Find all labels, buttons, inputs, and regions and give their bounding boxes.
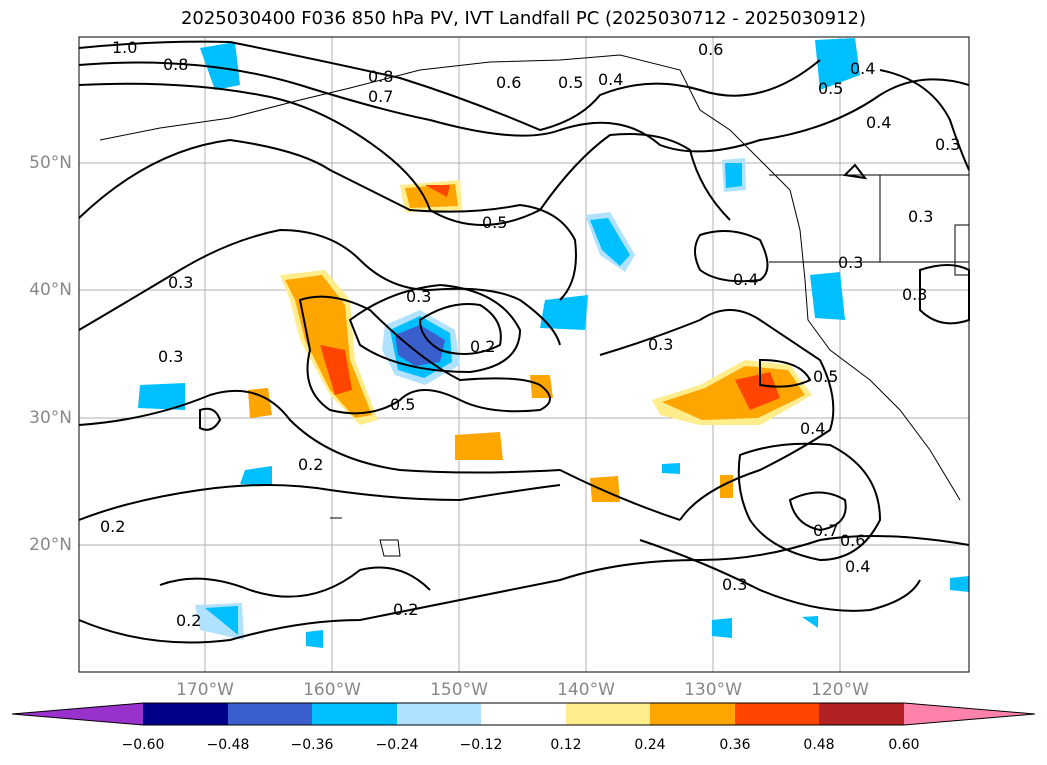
pv-negative-region (662, 463, 680, 474)
colorbar-extend-right (904, 703, 1035, 725)
colorbar-segment (228, 703, 312, 725)
pv-negative-region (138, 383, 185, 410)
colorbar-outline (11, 702, 1036, 726)
lon-tick-label: 150°W (430, 680, 488, 700)
map-area: 1.0 0.8 0.8 0.7 0.6 0.5 0.4 0.6 0.4 0.5 … (78, 36, 970, 673)
pv-positive-region (248, 388, 272, 418)
pv-negative-region (950, 576, 969, 592)
pv-positive-region (455, 432, 503, 460)
contour-label: 0.5 (482, 213, 507, 232)
contour-label: 0.6 (496, 73, 521, 92)
contour-label: 0.6 (698, 40, 723, 59)
contour-label: 0.4 (850, 59, 875, 78)
contour-label: 0.3 (722, 575, 747, 594)
colorbar-segment (143, 703, 228, 725)
colorbar-tick-label: 0.12 (550, 737, 582, 753)
lat-tick-label: 30°N (29, 408, 72, 428)
pv-negative-region (205, 606, 238, 635)
colorbar-segment (566, 703, 650, 725)
pv-positive-region (590, 476, 620, 502)
ivt-contours (78, 40, 970, 644)
pv-positive-region (720, 475, 733, 498)
contour-label: 0.3 (902, 285, 927, 304)
pv-negative-region (395, 325, 445, 366)
contour-label: 0.3 (648, 335, 673, 354)
pv-negative-region (810, 272, 845, 320)
pv-positive-region (425, 185, 450, 197)
contour-label: 0.4 (733, 270, 758, 289)
contour-label: 0.2 (100, 517, 125, 536)
lon-tick-label: 160°W (303, 680, 361, 700)
colorbar-tick-label: 0.24 (634, 737, 666, 753)
contour-label-group: 1.0 0.8 0.8 0.7 0.6 0.5 0.4 0.6 0.4 0.5 … (100, 38, 960, 630)
contour-label: 0.2 (393, 600, 418, 619)
coastlines (99, 54, 970, 557)
colorbar (11, 702, 1036, 726)
contour-label: 0.2 (176, 611, 201, 630)
contour-label: 0.5 (390, 395, 415, 414)
contour-label: 0.5 (558, 73, 583, 92)
contour-label: 0.8 (163, 55, 188, 74)
contour-label: 0.5 (818, 79, 843, 98)
contour-label: 0.3 (158, 347, 183, 366)
pv-negative-region (725, 163, 742, 188)
pv-positive-region (320, 345, 352, 395)
contour-label: 0.3 (908, 207, 933, 226)
contour-label: 0.3 (406, 287, 431, 306)
contour-label: 0.3 (838, 253, 863, 272)
contour-label: 0.6 (840, 531, 865, 550)
lon-tick-label: 120°W (811, 680, 869, 700)
pv-negative-region (802, 616, 818, 628)
contour-label: 0.4 (845, 557, 870, 576)
colorbar-tick-label: −0.24 (375, 737, 419, 753)
contour-label: 0.4 (866, 113, 891, 132)
colorbar-tick-label: 0.60 (888, 737, 920, 753)
contour-label: 0.3 (935, 135, 960, 154)
contour-label: 0.4 (598, 70, 623, 89)
pv-negative-region (200, 42, 240, 90)
colorbar-tick-label: −0.36 (290, 737, 334, 753)
pv-negative-region (712, 618, 732, 638)
pv-positive-region (735, 372, 780, 410)
colorbar-extend-left (12, 703, 143, 725)
map-title: 2025030400 F036 850 hPa PV, IVT Landfall… (180, 8, 867, 29)
colorbar-tick-label: 0.36 (719, 737, 751, 753)
colorbar-segment (312, 703, 397, 725)
lon-tick-label: 130°W (684, 680, 742, 700)
colorbar-segment (650, 703, 735, 725)
colorbar-tick-label: −0.12 (459, 737, 503, 753)
lat-tick-label: 20°N (29, 535, 72, 555)
colorbar-tick-label: −0.60 (121, 737, 165, 753)
lat-tick-label: 40°N (29, 280, 72, 300)
contour-label: 0.2 (470, 337, 495, 356)
colorbar-segment (397, 703, 481, 725)
pv-fill-regions (138, 38, 969, 648)
lat-tick-label: 50°N (29, 153, 72, 173)
contour-label: 0.8 (368, 67, 393, 86)
pv-negative-region (540, 295, 588, 330)
contour-label: 0.7 (368, 87, 393, 106)
colorbar-tick-label: 0.48 (803, 737, 835, 753)
pv-negative-region (306, 630, 323, 648)
contour-label: 0.7 (813, 521, 838, 540)
pv-negative-region (815, 38, 860, 90)
colorbar-segment (819, 703, 904, 725)
contour-label: 1.0 (112, 38, 137, 57)
colorbar-segment (735, 703, 819, 725)
contour-label: 0.5 (813, 367, 838, 386)
contour-label: 0.4 (800, 419, 825, 438)
colorbar-tick-label: −0.48 (206, 737, 250, 753)
lon-tick-label: 170°W (176, 680, 234, 700)
contour-label: 0.3 (168, 273, 193, 292)
pv-negative-region (240, 466, 272, 485)
map-frame (78, 36, 970, 673)
colorbar-segment (481, 703, 566, 725)
pv-negative-region (590, 218, 630, 266)
contour-label: 0.2 (298, 455, 323, 474)
lon-tick-label: 140°W (557, 680, 615, 700)
